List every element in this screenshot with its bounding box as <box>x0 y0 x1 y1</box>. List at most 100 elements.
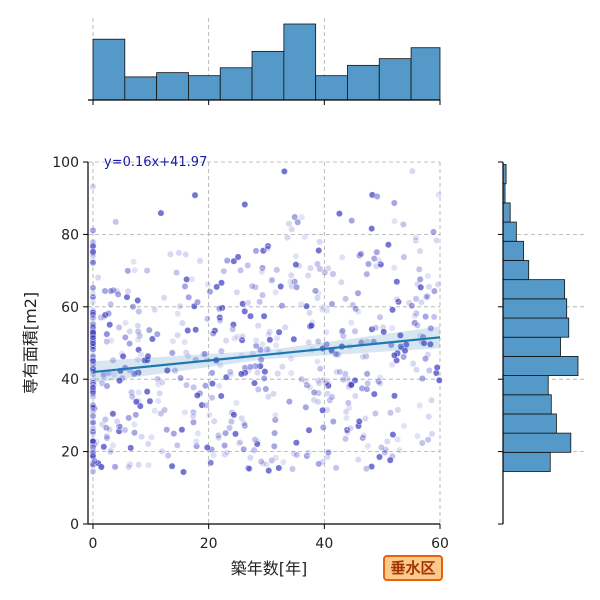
scatter-point <box>100 443 108 451</box>
scatter-point <box>182 349 190 356</box>
scatter-point <box>203 315 211 323</box>
scatter-point <box>298 213 306 221</box>
scatter-point <box>363 269 371 277</box>
scatter-point <box>434 281 442 288</box>
scatter-point <box>105 310 113 317</box>
scatter-point <box>426 340 434 348</box>
scatter-point <box>271 429 278 437</box>
scatter-point <box>264 245 271 253</box>
scatter-point <box>417 298 425 306</box>
scatter-point <box>166 250 174 258</box>
scatter-point <box>411 319 419 327</box>
scatter-point <box>428 396 435 404</box>
scatter-point <box>271 411 279 419</box>
scatter-point <box>297 300 305 308</box>
scatter-point <box>183 381 190 389</box>
scatter-point <box>252 247 260 255</box>
scatter-point <box>206 288 214 296</box>
scatter-point <box>314 337 322 345</box>
scatter-point <box>410 320 418 327</box>
scatter-point <box>313 358 321 365</box>
scatter-point <box>416 275 424 283</box>
scatter-point <box>256 298 264 306</box>
scatter-point <box>233 288 241 296</box>
scatter-point <box>221 442 229 449</box>
scatter-point <box>278 302 286 310</box>
scatter-point <box>89 345 97 353</box>
scatter-point <box>115 427 123 435</box>
scatter-point <box>298 375 305 383</box>
district-badge: 垂水区 <box>383 555 443 581</box>
scatter-point <box>316 265 324 273</box>
scatter-point <box>208 394 216 402</box>
scatter-point <box>154 380 162 388</box>
scatter-point <box>293 451 301 459</box>
scatter-points <box>89 167 443 476</box>
scatter-point <box>89 384 97 391</box>
scatter-point <box>89 401 97 409</box>
scatter-point <box>154 375 162 383</box>
scatter-point <box>248 282 256 290</box>
top-hist-bar <box>283 23 317 101</box>
scatter-point <box>98 379 106 387</box>
scatter-point <box>236 438 244 446</box>
scatter-point <box>332 350 340 358</box>
x-tick-label: 0 <box>89 536 98 552</box>
scatter-point <box>134 328 142 336</box>
scatter-point <box>372 324 380 332</box>
scatter-point <box>148 433 155 441</box>
top-hist-bar <box>92 38 126 101</box>
scatter-point <box>89 407 97 415</box>
scatter-point <box>110 286 118 294</box>
scatter-point <box>89 448 97 456</box>
x-tick-label: 60 <box>431 536 449 552</box>
scatter-point <box>241 422 249 430</box>
scatter-point <box>229 325 237 333</box>
scatter-point <box>107 337 115 344</box>
scatter-point <box>363 370 371 378</box>
scatter-point <box>343 414 350 422</box>
scatter-point <box>270 390 277 398</box>
scatter-point <box>275 328 283 336</box>
scatter-point <box>148 335 156 343</box>
scatter-point <box>89 468 97 475</box>
scatter-point <box>193 442 201 450</box>
scatter-point <box>328 393 336 401</box>
scatter-point <box>307 264 314 272</box>
scatter-point <box>239 300 247 308</box>
scatter-point <box>405 299 413 307</box>
scatter-point <box>135 308 143 315</box>
scatter-point <box>130 420 138 428</box>
scatter-point <box>274 370 282 377</box>
scatter-point <box>170 430 178 437</box>
scatter-point <box>232 399 240 407</box>
scatter-point <box>319 406 326 414</box>
scatter-point <box>262 385 270 393</box>
scatter-point <box>190 418 197 426</box>
scatter-point <box>396 446 403 454</box>
scatter-point <box>354 289 362 297</box>
top-hist-bar <box>251 50 285 101</box>
scatter-point <box>413 432 421 440</box>
scatter-point <box>128 388 135 396</box>
scatter-point <box>203 444 211 451</box>
scatter-point <box>247 312 254 320</box>
scatter-point <box>287 355 295 362</box>
scatter-point <box>390 199 398 207</box>
scatter-point <box>216 317 224 324</box>
scatter-point <box>134 336 142 343</box>
scatter-point <box>245 464 252 472</box>
scatter-point <box>381 449 389 456</box>
scatter-point <box>351 392 359 400</box>
scatter-point <box>201 350 209 358</box>
scatter-point <box>89 412 97 420</box>
scatter-point <box>89 293 97 301</box>
y-tick-label: 60 <box>61 300 79 316</box>
scatter-point <box>222 337 230 344</box>
scatter-point <box>424 351 432 358</box>
scatter-point <box>122 319 129 327</box>
scatter-point <box>246 454 254 462</box>
scatter-point <box>310 396 318 404</box>
top-hist-bar <box>124 76 158 101</box>
scatter-point <box>270 442 278 450</box>
